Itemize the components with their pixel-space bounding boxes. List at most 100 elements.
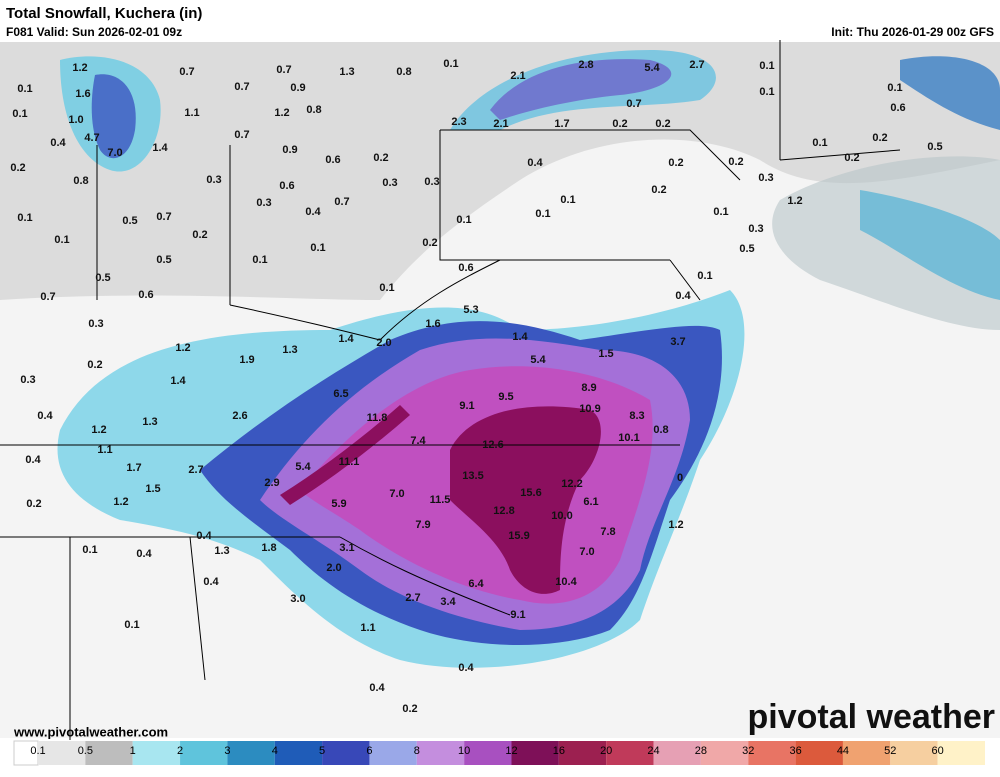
snow-label: 5.3: [463, 304, 478, 316]
snow-label: 0.1: [887, 82, 902, 94]
snow-label: 0.7: [156, 211, 171, 223]
snow-label: 0.4: [369, 682, 385, 694]
snow-label: 0.1: [456, 214, 471, 226]
colorbar-swatch: [511, 741, 559, 765]
map-shading: [0, 42, 1000, 738]
snow-label: 0.6: [279, 180, 294, 192]
snow-label: 0.6: [458, 262, 473, 274]
snow-label: 0.1: [713, 206, 728, 218]
snow-label: 10.0: [551, 510, 572, 522]
snow-label: 0.1: [759, 86, 774, 98]
snow-label: 0.7: [234, 81, 249, 93]
snow-label: 1.3: [339, 66, 354, 78]
snow-label: 0.2: [872, 132, 887, 144]
colorbar-swatch: [416, 741, 465, 765]
colorbar-label: 10: [458, 745, 470, 757]
snow-label: 1.5: [598, 348, 613, 360]
snow-label: 1.2: [113, 496, 128, 508]
boundaries: [0, 40, 901, 740]
snow-label: 13.5: [462, 470, 483, 482]
snow-label: 1.2: [91, 424, 106, 436]
snow-label: 1.4: [512, 331, 528, 343]
colorbar-label: 1: [130, 745, 136, 757]
colorbar-label: 0.5: [78, 745, 93, 757]
snow-label: 1.7: [126, 462, 141, 474]
snow-label: 6.4: [468, 578, 484, 590]
snow-label: 0.4: [136, 548, 152, 560]
colorbar-swatch: [180, 741, 228, 765]
snow-label: 2.1: [493, 118, 508, 130]
snow-label: 2.1: [510, 70, 525, 82]
snow-label: 7.9: [415, 519, 430, 531]
snow-label: 0.4: [196, 530, 212, 542]
snow-label: 2.7: [405, 592, 420, 604]
snow-label: 0.3: [758, 172, 773, 184]
colorbar-swatch: [937, 741, 985, 765]
snow-label: 0.2: [192, 229, 207, 241]
snow-label: 1.3: [214, 545, 229, 557]
snow-label: 2.0: [326, 562, 341, 574]
snow-label: 1.3: [142, 416, 157, 428]
colorbar-label: 5: [319, 745, 325, 757]
snow-label: 0.9: [282, 144, 297, 156]
snow-label: 0.2: [87, 359, 102, 371]
colorbar-swatch: [464, 741, 512, 765]
snow-label: 0.7: [179, 66, 194, 78]
snow-label: 1.2: [72, 62, 87, 74]
valid-time: F081 Valid: Sun 2026-02-01 09z: [6, 25, 182, 39]
snow-label: 0.4: [527, 157, 543, 169]
snow-label: 0.1: [535, 208, 550, 220]
snow-label: 0.8: [396, 66, 411, 78]
snow-label: 1.6: [425, 318, 440, 330]
snow-label: 0.7: [276, 64, 291, 76]
colorbar-swatch: [369, 741, 417, 765]
snow-label: 0.1: [379, 282, 394, 294]
snow-label: 0.3: [88, 318, 103, 330]
snow-label: 0.2: [612, 118, 627, 130]
snow-label: 0.5: [122, 215, 137, 227]
colorbar-swatch: [700, 741, 749, 765]
snow-label: 0.4: [25, 454, 41, 466]
snow-label: 7.8: [600, 526, 615, 538]
snow-label: 12.8: [493, 505, 514, 517]
snow-label: 0.4: [458, 662, 474, 674]
snow-label: 5.9: [331, 498, 346, 510]
snow-label: 2.0: [376, 337, 391, 349]
snow-label: 1.9: [239, 354, 254, 366]
snow-label: 0.1: [124, 619, 139, 631]
snow-label: 1.6: [75, 88, 90, 100]
snow-label: 1.3: [282, 344, 297, 356]
snow-label: 11.1: [339, 456, 360, 468]
snow-label: 0.2: [668, 157, 683, 169]
snow-label: 12.6: [482, 439, 503, 451]
snow-label: 0.5: [156, 254, 171, 266]
colorbar-swatch: [274, 741, 323, 765]
snow-label: 0.5: [95, 272, 110, 284]
init-time: Init: Thu 2026-01-29 00z GFS: [831, 25, 994, 39]
snow-label: 10.1: [618, 432, 639, 444]
colorbar-label: 52: [884, 745, 896, 757]
snow-label: 0.2: [422, 237, 437, 249]
colorbar-label: 8: [414, 745, 420, 757]
snow-label: 9.1: [459, 400, 474, 412]
snow-label: 1.4: [170, 375, 186, 387]
snow-label: 0.2: [728, 156, 743, 168]
snow-label: 12.2: [561, 478, 582, 490]
colorbar-swatch: [227, 741, 275, 765]
snow-label: 0.3: [748, 223, 763, 235]
snow-label: 15.9: [508, 530, 529, 542]
logo: pivotal weather: [747, 698, 995, 736]
snow-label: 2.8: [578, 59, 593, 71]
snow-label: 2.6: [232, 410, 247, 422]
snow-label: 0.1: [697, 270, 712, 282]
colorbar-swatch: [558, 741, 607, 765]
snow-label: 0.4: [50, 137, 66, 149]
snow-label: 5.4: [530, 354, 546, 366]
snow-label: 0.9: [290, 82, 305, 94]
snow-label: 3.7: [670, 336, 685, 348]
colorbar-swatch: [890, 741, 938, 765]
snow-label: 0.3: [20, 374, 35, 386]
snow-label: 0.3: [424, 176, 439, 188]
